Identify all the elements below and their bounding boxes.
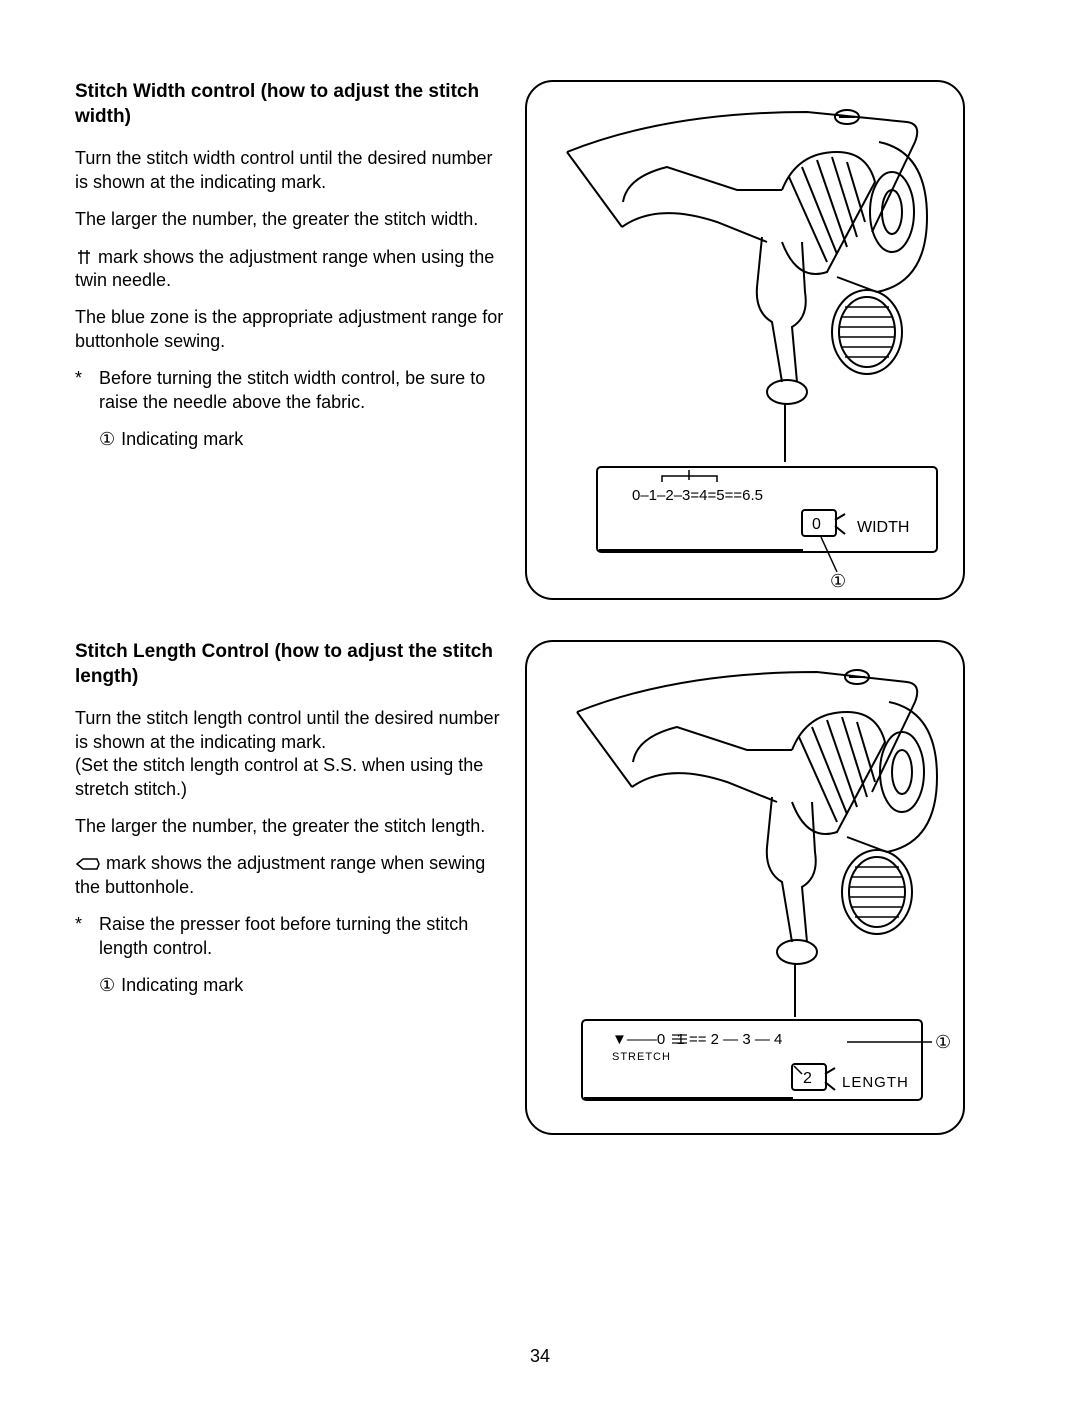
heading-stitch-length: Stitch Length Control (how to adjust the…	[75, 640, 505, 689]
section-stitch-width: Stitch Width control (how to adjust the …	[75, 80, 1010, 600]
para-w1: Turn the stitch width control until the …	[75, 147, 505, 194]
para-l1b: (Set the stitch length control at S.S. w…	[75, 755, 483, 798]
legend-l1-text: Indicating mark	[121, 974, 243, 997]
figure-column-2: ▼——0 1 == 2 — 3 — 4 STRETCH 2 LENGTH ①	[525, 640, 965, 1135]
heading-stitch-width: Stitch Width control (how to adjust the …	[75, 80, 505, 129]
text-column-2: Stitch Length Control (how to adjust the…	[75, 640, 525, 1011]
length-indicator-value: 2	[803, 1070, 812, 1087]
figure-length-box: ▼——0 1 == 2 — 3 — 4 STRETCH 2 LENGTH ①	[525, 640, 965, 1135]
width-label: WIDTH	[857, 519, 909, 536]
bullet-w1: * Before turning the stitch width contro…	[75, 367, 505, 414]
width-scale-text: 0–1–2–3=4=5==6.5	[632, 487, 763, 504]
twin-needle-icon	[75, 248, 93, 266]
para-w3: mark shows the adjustment range when usi…	[75, 246, 505, 293]
para-l2: The larger the number, the greater the s…	[75, 815, 505, 838]
bullet-l1: * Raise the presser foot before turning …	[75, 913, 505, 960]
figure-column-1: 0–1–2–3=4=5==6.5 0 WIDTH ①	[525, 80, 965, 600]
para-l1a: Turn the stitch length control until the…	[75, 708, 500, 751]
width-callout-1: ①	[830, 571, 846, 591]
para-l3-text: mark shows the adjustment range when sew…	[75, 853, 485, 896]
legend-w1: ① Indicating mark	[75, 428, 505, 451]
width-indicator-value: 0	[812, 516, 821, 533]
circled-1-icon: ①	[99, 428, 115, 451]
length-label: LENGTH	[842, 1074, 909, 1091]
length-scale-text: ▼——0 1 == 2 — 3 — 4	[612, 1031, 782, 1048]
figure-width-box: 0–1–2–3=4=5==6.5 0 WIDTH ①	[525, 80, 965, 600]
section-stitch-length: Stitch Length Control (how to adjust the…	[75, 640, 1010, 1135]
circled-1-icon: ①	[99, 974, 115, 997]
para-l3: mark shows the adjustment range when sew…	[75, 852, 505, 899]
para-w4: The blue zone is the appropriate adjustm…	[75, 306, 505, 353]
para-w2: The larger the number, the greater the s…	[75, 208, 505, 231]
sewing-machine-width-diagram: 0–1–2–3=4=5==6.5 0 WIDTH ①	[527, 82, 963, 598]
manual-page: Stitch Width control (how to adjust the …	[0, 0, 1080, 1402]
text-column-1: Stitch Width control (how to adjust the …	[75, 80, 525, 465]
legend-l1: ① Indicating mark	[75, 974, 505, 997]
sewing-machine-length-diagram: ▼——0 1 == 2 — 3 — 4 STRETCH 2 LENGTH ①	[527, 642, 963, 1133]
length-callout-1: ①	[935, 1032, 951, 1052]
length-stretch-label: STRETCH	[612, 1051, 671, 1063]
page-number: 34	[0, 1346, 1080, 1367]
asterisk-icon: *	[75, 913, 99, 936]
bullet-l1-text: Raise the presser foot before turning th…	[99, 913, 505, 960]
buttonhole-range-icon	[75, 857, 101, 871]
asterisk-icon: *	[75, 367, 99, 390]
bullet-w1-text: Before turning the stitch width control,…	[99, 367, 505, 414]
para-l1: Turn the stitch length control until the…	[75, 707, 505, 801]
para-w3-text: mark shows the adjustment range when usi…	[75, 247, 494, 290]
legend-w1-text: Indicating mark	[121, 428, 243, 451]
